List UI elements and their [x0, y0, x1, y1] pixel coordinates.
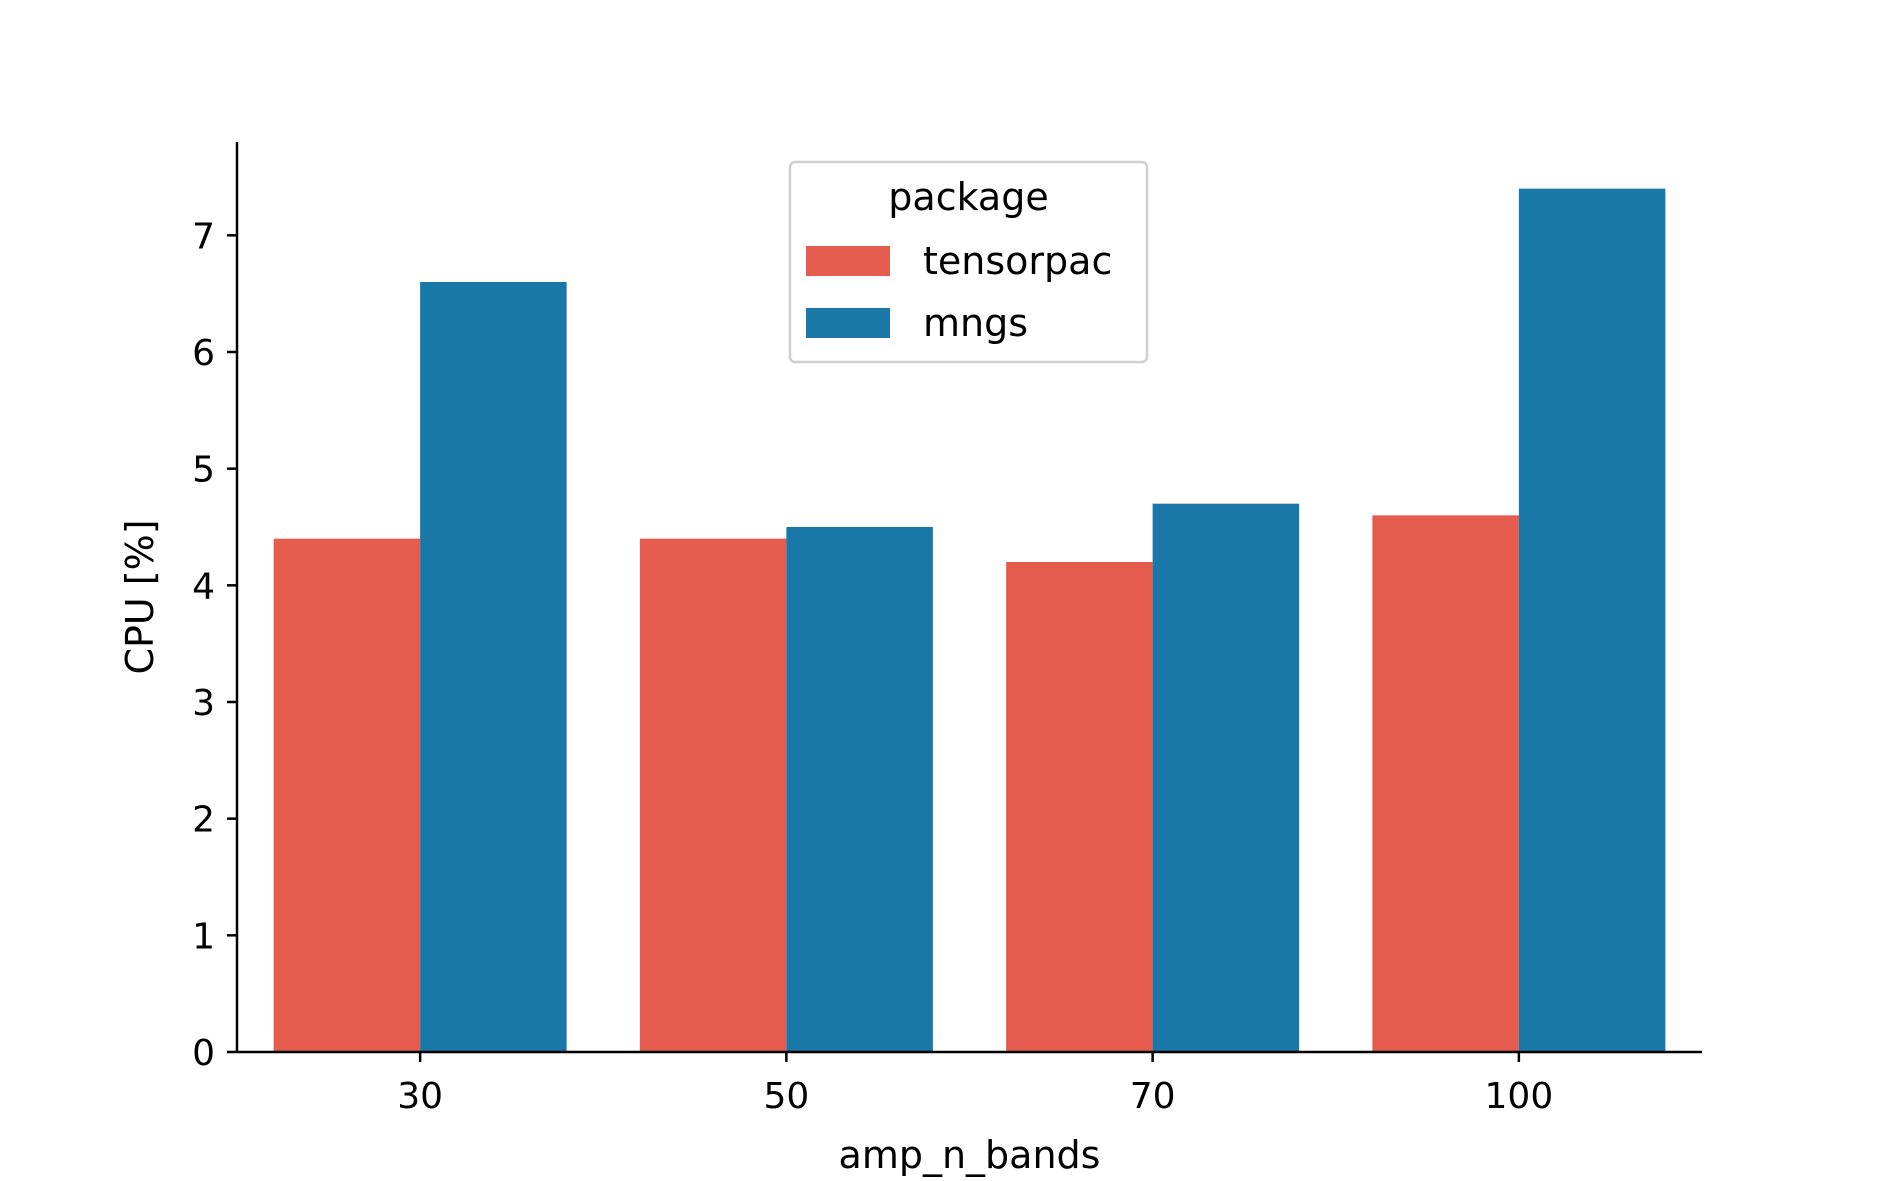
bar-mngs-30	[420, 282, 567, 1052]
bar-tensorpac-100	[1372, 515, 1519, 1052]
legend-swatch-mngs	[806, 308, 890, 338]
bar-tensorpac-70	[1006, 562, 1153, 1052]
legend-swatch-tensorpac	[806, 246, 890, 276]
y-tick-label: 3	[192, 683, 215, 724]
x-tick-label: 100	[1485, 1076, 1554, 1117]
bars-layer	[273, 188, 1666, 1053]
axes-layer	[235, 142, 1702, 1054]
y-ticks: 0 1 2 3 4 5 6 7	[192, 216, 237, 1074]
bar-tensorpac-50	[639, 538, 787, 1052]
y-tick-label: 0	[192, 1033, 215, 1074]
bar-mngs-100	[1518, 188, 1666, 1052]
y-tick-label: 6	[192, 333, 215, 374]
x-axis-title: amp_n_bands	[839, 1133, 1101, 1177]
x-tick-label: 50	[763, 1076, 809, 1117]
y-tick-label: 7	[192, 216, 215, 257]
bar-mngs-70	[1152, 503, 1300, 1053]
bar-tensorpac-30	[273, 538, 421, 1052]
legend-label-tensorpac: tensorpac	[923, 239, 1112, 283]
legend-items: tensorpac mngs	[806, 239, 1112, 345]
x-tick-label: 70	[1130, 1076, 1176, 1117]
x-tick-label: 30	[397, 1076, 443, 1117]
legend: package tensorpac mngs	[788, 160, 1149, 364]
y-axis-title: CPU [%]	[118, 519, 162, 674]
y-tick-label: 4	[192, 566, 215, 607]
x-ticks: 30 50 70 100	[397, 1052, 1553, 1117]
y-tick-label: 1	[192, 916, 215, 957]
y-tick-label: 2	[192, 800, 215, 841]
bar-mngs-50	[786, 527, 933, 1052]
y-tick-label: 5	[192, 450, 215, 491]
legend-title: package	[888, 175, 1048, 219]
legend-label-mngs: mngs	[923, 301, 1028, 345]
